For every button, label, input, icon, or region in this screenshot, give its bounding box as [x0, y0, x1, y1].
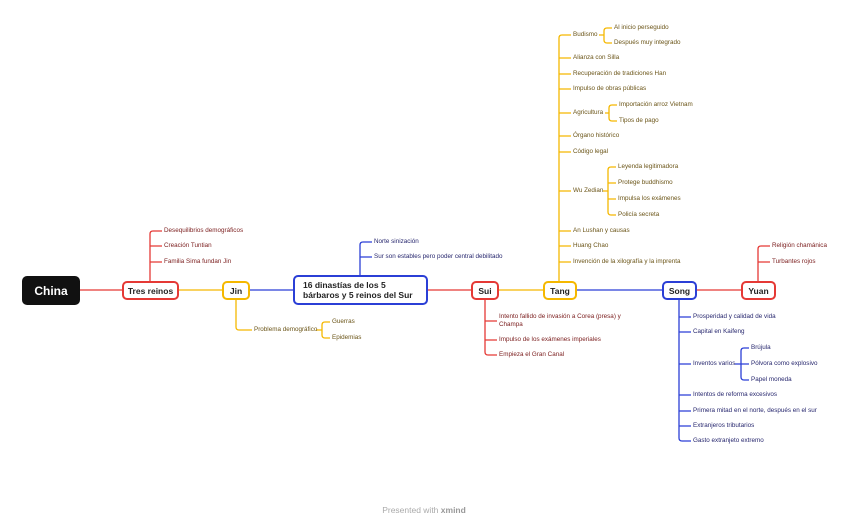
subtopic[interactable]: Recuperación de tradiciones Han [573, 70, 667, 77]
xmind-logo[interactable]: xmind [440, 505, 466, 515]
topic-jin[interactable]: Jin [222, 281, 250, 300]
subtopic[interactable]: Problema demográfico [254, 326, 318, 333]
subtopic[interactable]: Primera mitad en el norte, después en el… [693, 407, 817, 414]
subtopic[interactable]: Huang Chao [573, 242, 609, 249]
subtopic[interactable]: Leyenda legitimadora [618, 163, 679, 170]
topic-sui[interactable]: Sui [471, 281, 499, 300]
subtopic[interactable]: Brújula [751, 344, 771, 351]
subtopic[interactable]: Gasto extranjeto extremo [693, 437, 764, 444]
subtopic[interactable]: Intento fallido de invasión a Corea (pre… [499, 313, 621, 328]
subtopic[interactable]: Creación Tuntian [164, 242, 212, 249]
subtopic[interactable]: Protege buddhismo [618, 179, 673, 186]
subtopic[interactable]: Policía secreta [618, 211, 660, 218]
topic-tang[interactable]: Tang [543, 281, 577, 300]
subtopic[interactable]: Papel moneda [751, 376, 792, 383]
subtopic[interactable]: Extranjeros tributarios [693, 422, 755, 429]
subtopic[interactable]: Guerras [332, 318, 355, 325]
subtopic[interactable]: Impulso de obras públicas [573, 85, 647, 92]
subtopic[interactable]: Budismo [573, 31, 598, 38]
subtopic[interactable]: Importación arroz Vietnam [619, 101, 693, 108]
subtopic[interactable]: Turbantes rojos [772, 258, 816, 265]
subtopic[interactable]: Capital en Kaifeng [693, 328, 745, 335]
subtopic[interactable]: Norte sinización [374, 238, 419, 245]
subtopic[interactable]: Invención de la xilografía y la imprenta [573, 258, 681, 265]
footer-presented-with: Presented with xmind [0, 505, 848, 515]
subtopic[interactable]: Órgano histórico [573, 132, 620, 139]
topic-tres-reinos[interactable]: Tres reinos [122, 281, 179, 300]
subtopic[interactable]: Empieza el Gran Canal [499, 351, 565, 358]
subtopic[interactable]: Prosperidad y calidad de vida [693, 313, 776, 320]
subtopic[interactable]: Pólvora como explosivo [751, 360, 818, 367]
subtopic[interactable]: Código legal [573, 148, 609, 155]
subtopic[interactable]: Alianza con Silla [573, 54, 620, 61]
subtopic[interactable]: Impulso de los exámenes imperiales [499, 336, 601, 343]
subtopic[interactable]: Tipos de pago [619, 117, 659, 124]
subtopic[interactable]: Impulsa los exámenes [618, 195, 681, 202]
subtopic[interactable]: Inventos varios [693, 360, 736, 367]
subtopic[interactable]: Religión chamánica [772, 242, 827, 249]
subtopic[interactable]: Después muy integrado [614, 39, 681, 46]
central-topic-china[interactable]: China [22, 276, 80, 305]
subtopic[interactable]: Wu Zedian [573, 187, 604, 194]
subtopic[interactable]: Desequilibrios demográficos [164, 227, 244, 234]
subtopic[interactable]: Epidemias [332, 334, 362, 341]
footer-prefix: Presented with [382, 505, 441, 515]
subtopic[interactable]: Intentos de reforma excesivos [693, 391, 777, 398]
topic-song[interactable]: Song [662, 281, 697, 300]
topic-yuan[interactable]: Yuan [741, 281, 776, 300]
subtopic[interactable]: An Lushan y causas [573, 227, 630, 234]
subtopic[interactable]: Agricultura [573, 109, 604, 116]
subtopic[interactable]: Sur son estables pero poder central debi… [374, 253, 503, 260]
subtopic[interactable]: Familia Sima fundan Jin [164, 258, 232, 265]
topic-16-dinastias[interactable]: 16 dinastías de los 5 bárbaros y 5 reino… [293, 275, 428, 305]
subtopic[interactable]: Al inicio perseguido [614, 24, 669, 31]
